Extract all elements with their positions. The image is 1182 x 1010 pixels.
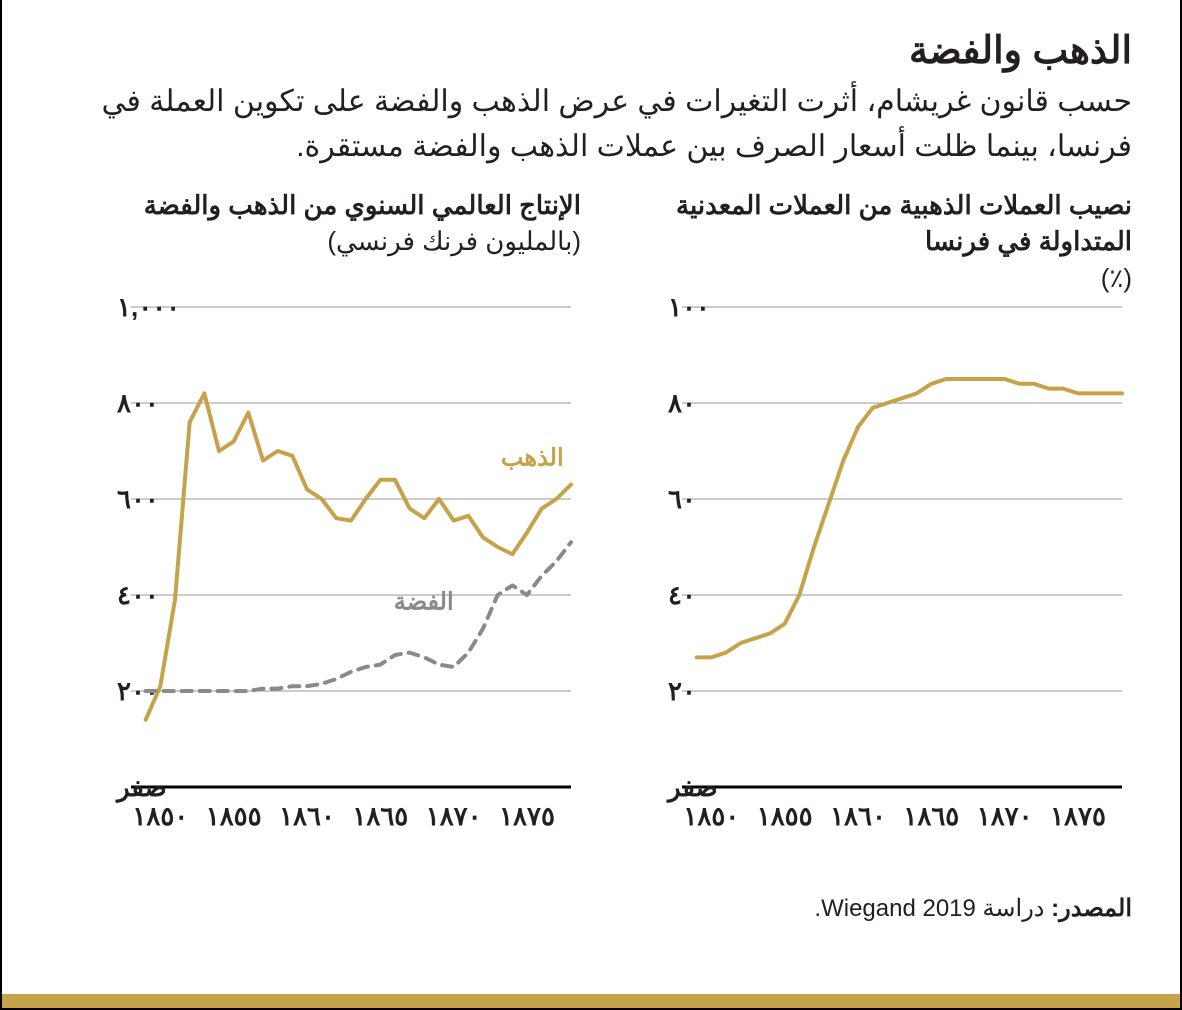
chart-right-svg: صفر٢٠٠٤٠٠٦٠٠٨٠٠١,٠٠٠الذهبالفضة١٨٥٠١٨٥٥١٨… — [51, 297, 581, 857]
figure-title: الذهب والفضة — [50, 28, 1132, 73]
chart-right-subtitle: (بالمليون فرنك فرنسي) — [327, 226, 581, 256]
source-text: دراسة Wiegand 2019. — [814, 895, 1051, 922]
svg-text:١٨٧٠: ١٨٧٠ — [977, 801, 1033, 831]
charts-row: الإنتاج العالمي السنوي من الذهب والفضة (… — [50, 187, 1132, 862]
svg-text:١٨٦٥: ١٨٦٥ — [903, 801, 959, 831]
chart-right-svg-wrap: صفر٢٠٠٤٠٠٦٠٠٨٠٠١,٠٠٠الذهبالفضة١٨٥٠١٨٥٥١٨… — [50, 297, 581, 862]
source-label: المصدر: — [1051, 895, 1132, 922]
svg-text:صفر: صفر — [115, 772, 167, 803]
svg-text:١٨٥٠: ١٨٥٠ — [683, 801, 739, 831]
source-line: المصدر: دراسة Wiegand 2019. — [50, 894, 1132, 923]
svg-text:٦٠: ٦٠ — [668, 484, 696, 514]
svg-text:٤٠٠: ٤٠٠ — [117, 580, 159, 610]
svg-text:١٠٠: ١٠٠ — [668, 297, 710, 322]
svg-text:١٨٧٥: ١٨٧٥ — [499, 801, 555, 831]
chart-left-title: نصيب العملات الذهبية من العملات المعدنية… — [601, 187, 1132, 297]
bottom-accent-bar — [2, 994, 1180, 1008]
svg-text:١٨٦٠: ١٨٦٠ — [830, 801, 886, 831]
series-label-silver: الفضة — [394, 588, 454, 615]
svg-text:١٨٧٠: ١٨٧٠ — [426, 801, 482, 831]
chart-right-title-text: الإنتاج العالمي السنوي من الذهب والفضة — [144, 190, 581, 220]
svg-text:صفر: صفر — [666, 772, 718, 803]
svg-text:١٨٥٥: ١٨٥٥ — [206, 801, 262, 831]
svg-text:٨٠٠: ٨٠٠ — [116, 388, 159, 418]
chart-left-title-text: نصيب العملات الذهبية من العملات المعدنية… — [676, 190, 1132, 256]
svg-text:٢٠: ٢٠ — [668, 676, 696, 706]
chart-right-title: الإنتاج العالمي السنوي من الذهب والفضة (… — [50, 187, 581, 297]
svg-text:١٨٧٥: ١٨٧٥ — [1050, 801, 1106, 831]
svg-text:١٨٦٥: ١٨٦٥ — [352, 801, 408, 831]
series-share — [697, 379, 1122, 657]
chart-left-svg: صفر ٢٠ ٤٠ ٦٠ ٨٠ ١٠٠ ١٨٥٠ ١٨٥٥ ١٨٦٠ ١٨٦٥ ١٨٧٠ ١٨٧٥ — [602, 297, 1132, 857]
chart-right-block: الإنتاج العالمي السنوي من الذهب والفضة (… — [50, 187, 581, 862]
chart-left-svg-wrap: صفر ٢٠ ٤٠ ٦٠ ٨٠ ١٠٠ ١٨٥٠ ١٨٥٥ ١٨٦٠ ١٨٦٥ ١٨٧٠ ١٨٧٥ — [601, 297, 1132, 862]
chart-left-subtitle: (٪) — [1101, 263, 1132, 293]
figure-subtitle: حسب قانون غريشام، أثرت التغيرات في عرض ا… — [50, 79, 1132, 169]
svg-text:١٨٥٠: ١٨٥٠ — [132, 801, 188, 831]
svg-text:١,٠٠٠: ١,٠٠٠ — [117, 297, 180, 322]
figure-container: الذهب والفضة حسب قانون غريشام، أثرت التغ… — [2, 0, 1180, 947]
svg-text:١٨٥٥: ١٨٥٥ — [757, 801, 813, 831]
svg-text:٨٠: ٨٠ — [667, 388, 696, 418]
series-label-gold: الذهب — [501, 444, 564, 471]
chart-left-block: نصيب العملات الذهبية من العملات المعدنية… — [601, 187, 1132, 862]
svg-text:٦٠٠: ٦٠٠ — [117, 484, 159, 514]
series-silver — [146, 542, 571, 691]
svg-text:٤٠: ٤٠ — [668, 580, 696, 610]
svg-text:١٨٦٠: ١٨٦٠ — [279, 801, 335, 831]
